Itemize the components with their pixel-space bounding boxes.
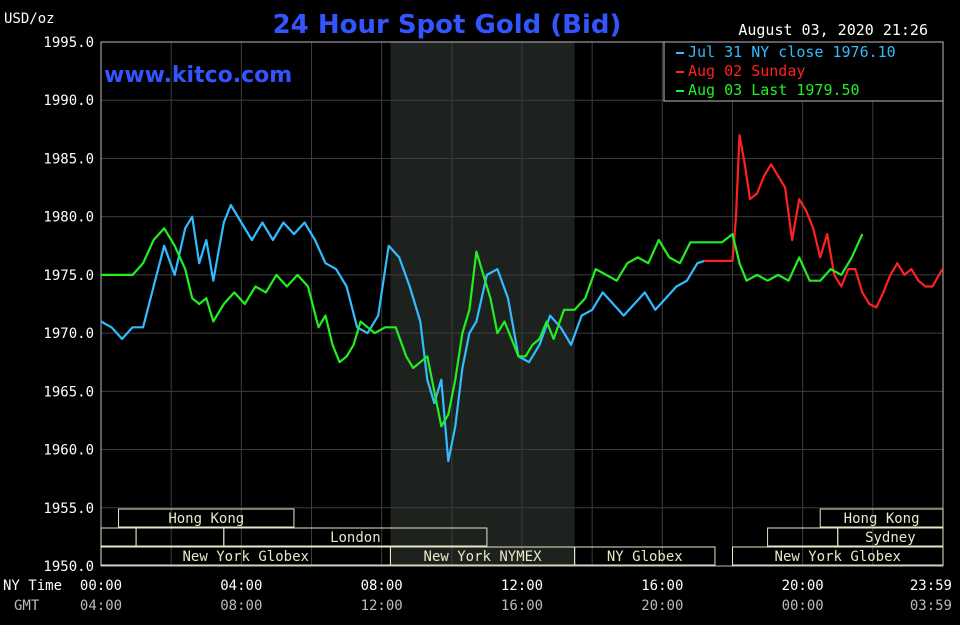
market-sessions: Hong Kong Hong Kong London Sydney New York G… bbox=[100, 508, 944, 566]
y-tick-label: 1980.0 bbox=[43, 210, 94, 226]
x-tick-label-ny: 12:00 bbox=[501, 578, 543, 594]
x-tick-label-ny: 00:00 bbox=[80, 578, 122, 594]
timestamp: August 03, 2020 21:26 bbox=[738, 21, 928, 39]
session-bar bbox=[118, 508, 295, 528]
price-series bbox=[100, 134, 944, 463]
session-label: Hong Kong bbox=[168, 511, 244, 527]
unit-label: USD/oz bbox=[4, 11, 55, 27]
watermark: www.kitco.com bbox=[104, 63, 292, 88]
x-tick-label-gmt: 12:00 bbox=[361, 598, 403, 614]
session-bar bbox=[223, 527, 488, 547]
session-bar bbox=[574, 546, 716, 566]
session-label: London bbox=[330, 530, 381, 546]
session-label: Hong Kong bbox=[844, 511, 920, 527]
y-tick-label: 1960.0 bbox=[43, 443, 94, 459]
x-tick-label-gmt: 04:00 bbox=[80, 598, 122, 614]
y-tick-label: 1965.0 bbox=[43, 384, 94, 400]
legend-entry: Aug 03 Last 1979.50 bbox=[688, 81, 860, 99]
y-tick-label: 1985.0 bbox=[43, 151, 94, 167]
legend-box bbox=[663, 41, 944, 102]
gmt-label: GMT bbox=[14, 598, 40, 614]
session-label: New York Globex bbox=[183, 549, 309, 565]
x-tick-label-ny: 08:00 bbox=[361, 578, 403, 594]
legend-entry: Jul 31 NY close 1976.10 bbox=[688, 43, 896, 61]
session-label: NY Globex bbox=[607, 549, 683, 565]
y-tick-label: 1990.0 bbox=[43, 93, 94, 109]
series-line bbox=[100, 203, 705, 463]
series-line bbox=[704, 134, 944, 309]
x-tick-label-gmt: 08:00 bbox=[220, 598, 262, 614]
x-tick-label-ny: 04:00 bbox=[220, 578, 262, 594]
session-label: New York NYMEX bbox=[424, 549, 543, 565]
night-session-band bbox=[390, 42, 575, 566]
y-tick-label: 1995.0 bbox=[43, 35, 94, 51]
x-tick-label-gmt: 16:00 bbox=[501, 598, 543, 614]
x-tick-label-ny: 20:00 bbox=[782, 578, 824, 594]
session-label: New York Globex bbox=[775, 549, 901, 565]
y-axis-ticks: 1995.0 1990.0 1985.0 1980.0 1975.0 1970.0 1965… bbox=[43, 35, 94, 575]
chart-title: 24 Hour Spot Gold (Bid) bbox=[273, 10, 622, 40]
y-tick-label: 1970.0 bbox=[43, 326, 94, 342]
nytime-label: NY Time bbox=[3, 578, 62, 594]
x-tick-label-gmt: 00:00 bbox=[782, 598, 824, 614]
y-tick-label: 1950.0 bbox=[43, 559, 94, 575]
session-bar bbox=[837, 527, 944, 547]
y-tick-label: 1975.0 bbox=[43, 268, 94, 284]
session-bar bbox=[732, 546, 944, 566]
legend-entry: Aug 02 Sunday bbox=[688, 62, 805, 80]
x-tick-label-gmt: 20:00 bbox=[641, 598, 683, 614]
plot-frame bbox=[100, 41, 944, 567]
series-line bbox=[101, 227, 864, 428]
x-axis-ticks: 00:00 04:00 04:00 08:00 08:00 12:00 12:00 16:00… bbox=[80, 578, 952, 614]
x-tick-label-ny: 23:59 bbox=[910, 578, 952, 594]
x-tick-label-ny: 16:00 bbox=[641, 578, 683, 594]
session-bar bbox=[819, 508, 944, 528]
x-tick-label-gmt: 03:59 bbox=[910, 598, 952, 614]
y-tick-label: 1955.0 bbox=[43, 501, 94, 517]
session-label: Sydney bbox=[865, 530, 916, 546]
